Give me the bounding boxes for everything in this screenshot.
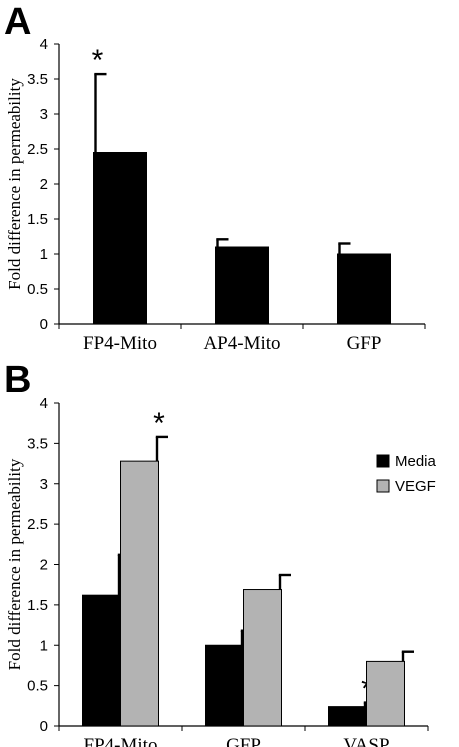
chart-a-x-category-label: AP4-Mito xyxy=(203,333,280,354)
chart-a-x-category-label: GFP xyxy=(347,333,382,354)
chart-a-bar-fp4-mito xyxy=(93,152,147,325)
chart-a-x-category-label: FP4-Mito xyxy=(83,333,157,354)
chart-b-y-tick-label: 0 xyxy=(40,718,48,735)
chart-a-significance-star: * xyxy=(92,44,104,77)
chart-b-x-category-label: GFP xyxy=(226,735,261,747)
chart-b-bar-vasp-media xyxy=(328,706,367,727)
chart-b-significance-star: * xyxy=(153,407,165,440)
chart-b-y-tick-label: 3 xyxy=(40,476,48,493)
chart-b-bar-fp4-mito-media xyxy=(82,594,121,727)
chart-b-y-tick-label: 0.5 xyxy=(27,678,48,695)
chart-b-bar-gfp-media xyxy=(205,644,244,727)
chart-a-y-tick-label: 4 xyxy=(40,36,48,53)
chart-b-legend-label-vegf: VEGF xyxy=(395,478,436,495)
panel-a-letter: A xyxy=(4,1,31,43)
chart-a-y-tick-label: 2.5 xyxy=(27,141,48,158)
chart-a-y-tick-label: 1 xyxy=(40,246,48,263)
chart-a: 0 0.5 1 1.5 2 2.5 3 3.5 4 Fold difference in perm… xyxy=(5,36,426,354)
chart-b-legend-swatch-media xyxy=(376,454,390,468)
chart-b-y-tick-label: 2 xyxy=(40,557,48,574)
chart-b-x-category-label: VASP xyxy=(343,735,389,747)
chart-b-legend-label-media: Media xyxy=(395,453,437,470)
chart-b: 0 0.5 1 1.5 2 2.5 3 3.5 4 Fold difference in perm… xyxy=(5,395,437,747)
chart-b-x-category-label: FP4-Mito xyxy=(84,735,158,747)
chart-b-bar-vasp-vegf xyxy=(366,660,405,727)
chart-b-y-tick-label: 3.5 xyxy=(27,435,48,452)
chart-a-y-axis-title: Fold difference in permeability xyxy=(5,78,24,290)
chart-b-bar-fp4-mito-vegf xyxy=(120,460,159,727)
panel-b-letter: B xyxy=(4,359,31,401)
chart-a-y-tick-label: 3.5 xyxy=(27,71,48,88)
chart-b-legend-swatch-vegf xyxy=(376,479,390,493)
chart-b-bar-gfp-vegf xyxy=(243,589,282,727)
chart-b-y-axis-title: Fold difference in permeability xyxy=(5,458,24,670)
chart-b-y-tick-label: 2.5 xyxy=(27,516,48,533)
chart-a-y-tick-label: 3 xyxy=(40,106,48,123)
chart-b-y-tick-label: 4 xyxy=(40,395,48,412)
chart-a-bar-gfp xyxy=(337,253,391,325)
chart-b-y-tick-label: 1.5 xyxy=(27,597,48,614)
chart-a-bar-ap4-mito xyxy=(215,246,269,325)
chart-a-y-tick-label: 1.5 xyxy=(27,211,48,228)
chart-a-y-tick-label: 0.5 xyxy=(27,281,48,298)
chart-a-y-tick-label: 2 xyxy=(40,176,48,193)
chart-a-y-tick-label: 0 xyxy=(40,316,48,333)
chart-b-y-tick-label: 1 xyxy=(40,637,48,654)
